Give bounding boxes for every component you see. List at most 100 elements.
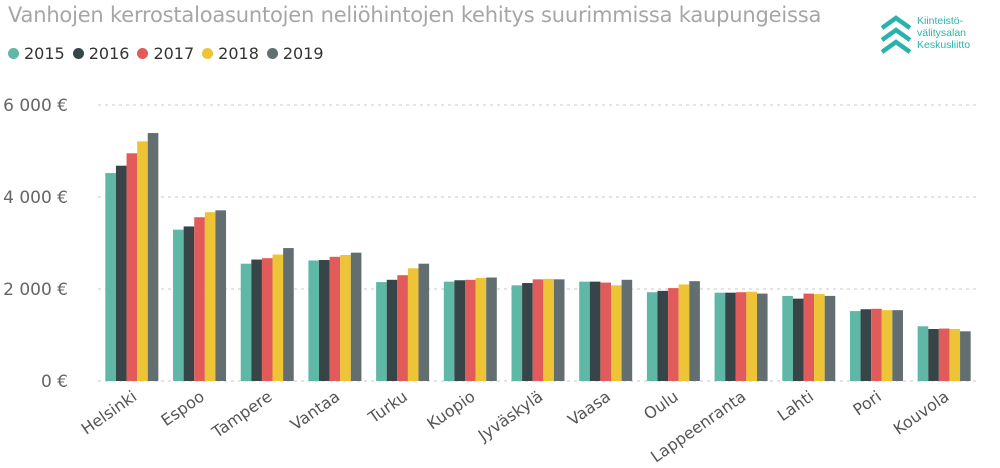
bar-2018 [949,329,961,381]
y-tick-label: 0 € [41,372,68,392]
bar-2018 [204,212,216,381]
bar-2015 [443,281,455,381]
bar-2016 [454,280,466,381]
x-tick-label: Turku [364,387,411,428]
bar-2015 [240,263,252,381]
bar-2017 [397,275,408,381]
bar-2018 [407,268,419,381]
bar-2015 [579,281,590,381]
bar-2017 [668,288,679,381]
chart-title: Vanhojen kerrostaloasuntojen neliöhintoj… [8,3,822,27]
bar-2015 [714,292,726,381]
bar-2017 [871,308,882,381]
x-tick-label: Tampere [208,387,276,442]
legend-label: 2018 [218,44,259,63]
logo-text: Kiinteistö- välitysalan Keskusliitto [917,15,970,51]
bar-2018 [746,291,757,381]
bar-2019 [283,248,294,381]
legend-label: 2017 [153,44,195,63]
organization-logo: Kiinteistö- välitysalan Keskusliitto [878,14,970,56]
bar-2019 [689,281,700,381]
bar-2019 [892,310,903,381]
bar-2016 [725,292,736,381]
bar-2017 [803,293,815,381]
legend-label: 2015 [24,44,65,63]
legend-swatch [137,48,149,59]
bar-2016 [115,165,127,381]
bar-2017 [126,153,138,381]
bar-2019 [418,263,430,381]
bar-2019 [215,210,227,381]
bar-2017 [465,279,476,381]
bar-2016 [657,290,669,381]
logo-text-line: välitysalan [917,27,967,39]
bar-2019 [486,277,497,381]
bar-2017 [600,282,611,381]
bar-2016 [589,281,601,381]
legend-label: 2016 [88,44,130,63]
bar-2016 [386,279,398,381]
bar-2018 [272,254,284,381]
bar-2015 [917,326,929,381]
bar-2017 [194,217,205,381]
chevrons-up-icon [880,15,912,54]
bar-2017 [735,292,747,381]
x-tick-label: Espoo [157,387,207,430]
bar-2016 [860,309,872,381]
bar-2019 [960,331,971,381]
bar-2018 [814,294,825,381]
bar-2016 [522,283,533,381]
bar-2015 [511,285,523,381]
logo-text-line: Kiinteistö- [917,15,964,27]
logo-text-line: Keskusliitto [917,39,971,51]
bar-2019 [553,279,565,381]
bar-2018 [678,284,690,381]
bar-2017 [532,279,544,381]
bar-2017 [261,258,273,381]
bar-2016 [319,260,330,381]
chart-legend: 2015 2016 2017 2018 2019 [8,44,332,63]
legend-item-2015[interactable]: 2015 [8,44,65,63]
x-tick-label: Helsinki [78,387,140,439]
bar-2017 [329,256,341,381]
bar-2018 [340,254,351,381]
x-tick-label: Kuopio [423,387,478,434]
legend-item-2018[interactable]: 2018 [202,44,259,63]
bar-2015 [646,292,658,381]
bar-2016 [928,329,939,381]
bar-2019 [621,279,633,381]
bar-2019 [350,252,362,381]
bar-2015 [105,173,116,381]
bar-2018 [610,285,622,381]
legend-item-2019[interactable]: 2019 [266,44,324,63]
x-tick-label: Oulu [640,387,681,424]
x-tick-label: Lahti [774,387,817,425]
bar-2015 [376,282,387,381]
legend-item-2017[interactable]: 2017 [137,44,194,63]
legend-swatch [72,48,84,59]
bar-2015 [173,229,184,381]
x-tick-label: Vantaa [287,387,343,434]
bar-2019 [756,293,768,381]
bar-2018 [475,277,487,381]
x-tick-label: Kouvola [890,387,953,439]
bar-2016 [792,298,804,381]
legend-swatch [8,48,19,59]
legend-swatch [266,48,278,59]
legend-item-2016[interactable]: 2016 [72,44,130,63]
bar-2015 [849,311,861,381]
bar-2015 [308,260,320,381]
legend-swatch [202,48,214,59]
bar-2019 [147,133,159,381]
x-tick-label: Vaasa [564,387,614,430]
y-tick-label: 2 000 € [3,280,68,300]
bar-2016 [251,259,262,381]
x-tick-label: Pori [849,387,884,420]
legend-label: 2019 [282,44,324,63]
bar-2016 [183,226,195,381]
y-tick-label: 4 000 € [3,188,68,208]
bar-2018 [543,278,554,381]
bar-2019 [824,295,836,381]
bar-2018 [137,141,148,381]
